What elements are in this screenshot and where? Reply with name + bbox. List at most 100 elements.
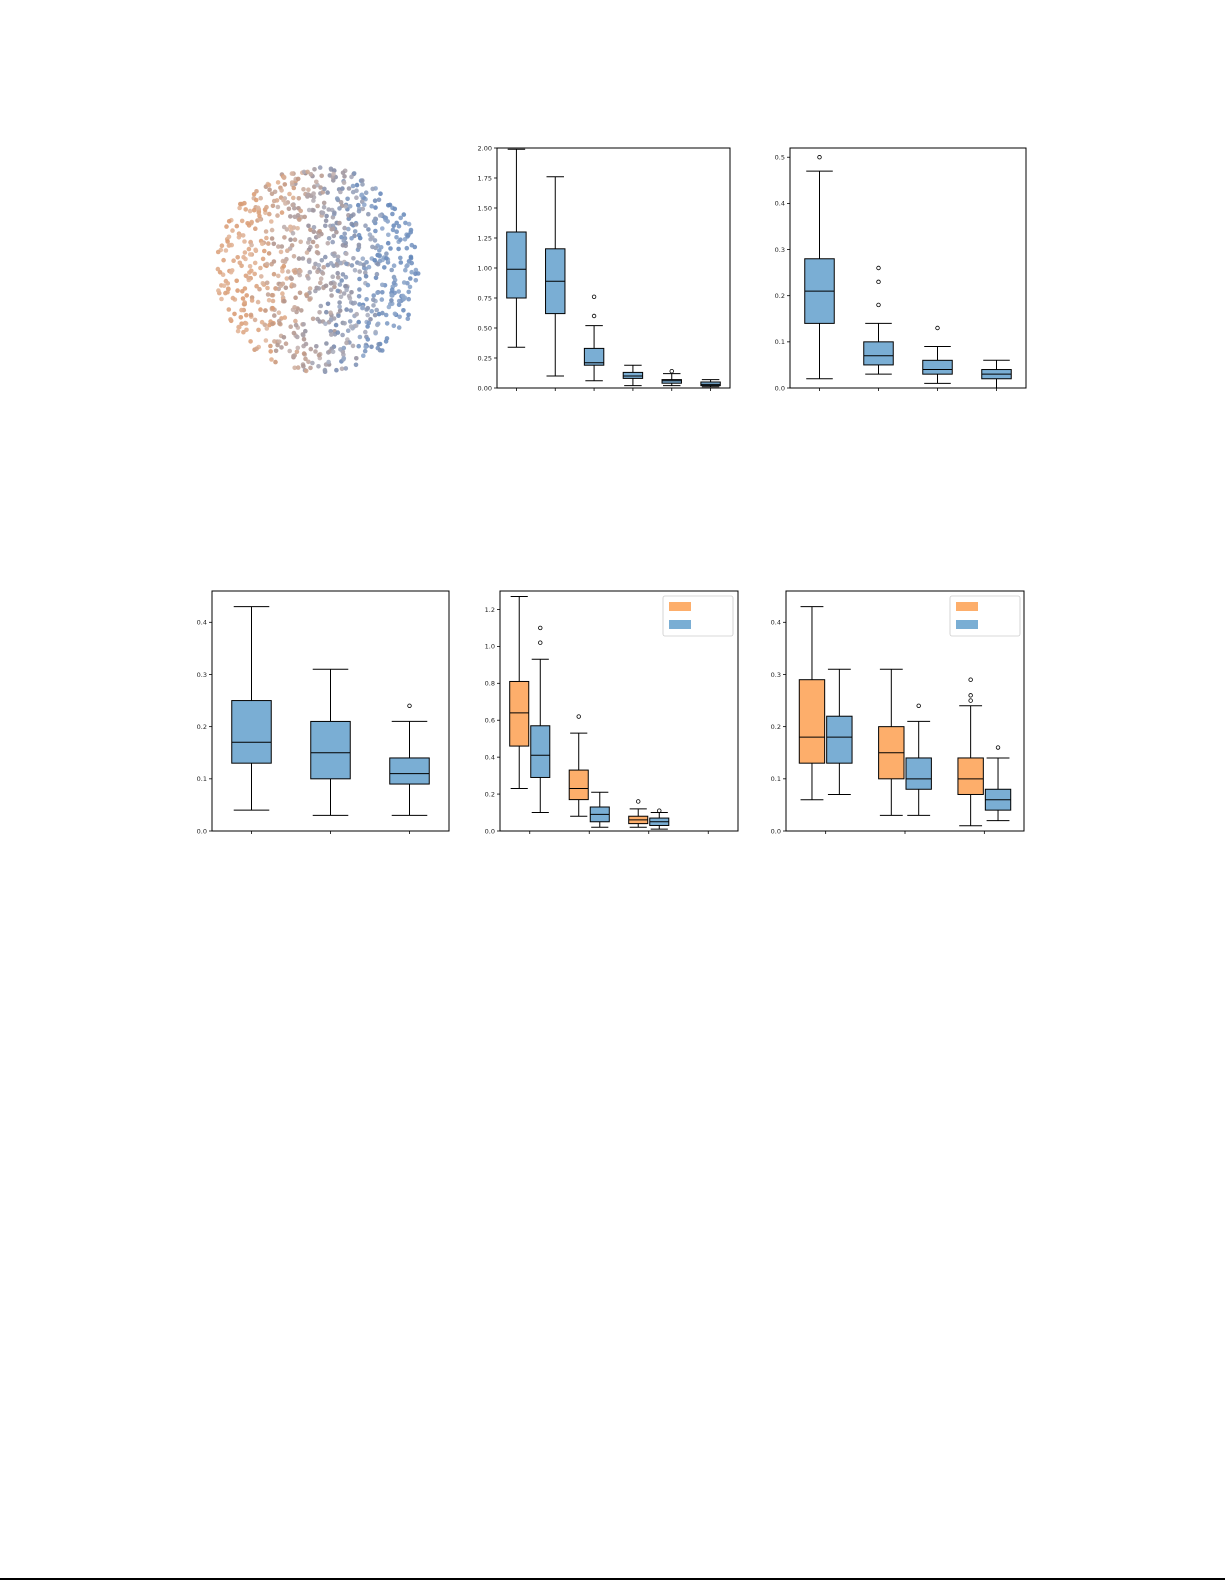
scatter-point — [292, 237, 298, 242]
scatter-point — [284, 276, 290, 281]
scatter-point — [285, 269, 291, 274]
scatter-point — [331, 233, 337, 239]
y-tick-label: 0.75 — [478, 294, 492, 302]
scatter-point — [305, 169, 310, 175]
scatter-point — [406, 221, 412, 227]
scatter-point — [271, 241, 277, 247]
scatter-point — [406, 312, 411, 318]
scatter-point — [289, 171, 295, 176]
scatter-point — [385, 240, 391, 246]
scatter-point — [336, 313, 341, 319]
scatter-point — [324, 213, 329, 219]
scatter-point — [306, 359, 311, 365]
scatter-point — [223, 290, 228, 296]
scatter-point — [310, 239, 316, 245]
scatter-point — [375, 290, 380, 296]
scatter-point — [303, 368, 309, 374]
scatter-point — [308, 365, 313, 371]
scatter-point — [242, 286, 248, 291]
y-tick-label: 1.75 — [478, 174, 492, 182]
y-tick-label: 1.0 — [485, 643, 495, 651]
scatter-point — [360, 178, 365, 183]
scatter-point — [337, 220, 342, 226]
scatter-point — [326, 207, 332, 212]
scatter-point — [403, 220, 408, 226]
y-tick-label: 0.2 — [775, 292, 785, 300]
scatter-point — [335, 258, 341, 263]
scatter-point — [340, 186, 345, 191]
scatter-point — [298, 208, 304, 214]
scatter-point — [279, 345, 284, 350]
scatter-point — [254, 189, 259, 194]
scatter-point — [306, 223, 311, 229]
scatter-point — [325, 301, 331, 307]
scatter-point — [369, 203, 375, 209]
scatter-point — [225, 239, 230, 244]
scatter-point — [279, 210, 285, 215]
scatter-point — [281, 335, 287, 340]
scatter-point — [366, 227, 371, 232]
scatter-point — [247, 208, 253, 214]
scatter-point — [406, 296, 412, 302]
y-tick-label: 2.00 — [478, 144, 492, 152]
scatter-point — [276, 310, 282, 316]
scatter-point — [371, 293, 377, 298]
legend-swatch — [956, 602, 978, 611]
scatter-point — [273, 359, 278, 365]
scatter-point — [371, 297, 376, 303]
scatter-point — [337, 300, 342, 305]
scatter-point — [288, 324, 294, 330]
outlier-point — [968, 698, 973, 703]
scatter-point — [342, 321, 347, 326]
scatter-point — [377, 248, 382, 253]
scatter-point — [329, 332, 334, 337]
scatter-point — [272, 339, 277, 344]
scatter-point — [391, 223, 397, 228]
scatter-point — [231, 258, 236, 264]
scatter-point — [237, 324, 242, 330]
scatter-point — [401, 308, 406, 313]
scatter-point — [402, 295, 408, 301]
scatter-point — [299, 308, 304, 313]
y-tick-label: 0.1 — [197, 775, 207, 783]
scatter-point — [354, 311, 360, 317]
y-tick-label: 0.1 — [771, 775, 781, 783]
scatter-point — [249, 298, 255, 303]
scatter-point — [235, 254, 240, 260]
scatter-point — [392, 311, 398, 317]
scatter-point — [413, 278, 419, 283]
scatter-point — [294, 309, 299, 315]
scatter-point — [365, 324, 370, 329]
box — [905, 757, 932, 790]
scatter-point — [339, 278, 345, 283]
scatter-point — [311, 191, 316, 196]
scatter-point — [300, 256, 306, 261]
scatter-point — [335, 263, 340, 268]
y-tick-label: 1.2 — [485, 606, 495, 614]
scatter-point — [382, 265, 387, 270]
scatter-point — [326, 236, 332, 241]
scatter-point — [377, 253, 382, 258]
scatter-point — [291, 253, 297, 259]
scatter-point — [240, 296, 246, 301]
scatter-point — [226, 219, 232, 224]
scatter-point — [352, 229, 358, 234]
scatter-point — [282, 235, 287, 240]
scatter-point — [271, 259, 277, 264]
scatter-point — [409, 269, 415, 275]
scatter-point — [345, 196, 350, 202]
scatter-point — [323, 218, 329, 223]
scatter-point — [341, 291, 347, 296]
scatter-point — [288, 275, 294, 281]
scatter-point — [339, 234, 344, 240]
scatter-point — [320, 210, 326, 216]
scatter-point — [282, 315, 288, 320]
scatter-point — [340, 332, 345, 338]
scatter-point — [344, 261, 349, 267]
scatter-point — [343, 284, 348, 289]
scatter-point — [352, 268, 358, 273]
scatter-point — [308, 227, 313, 233]
box — [310, 720, 351, 780]
scatter-point — [390, 227, 396, 233]
scatter-point — [285, 248, 290, 253]
